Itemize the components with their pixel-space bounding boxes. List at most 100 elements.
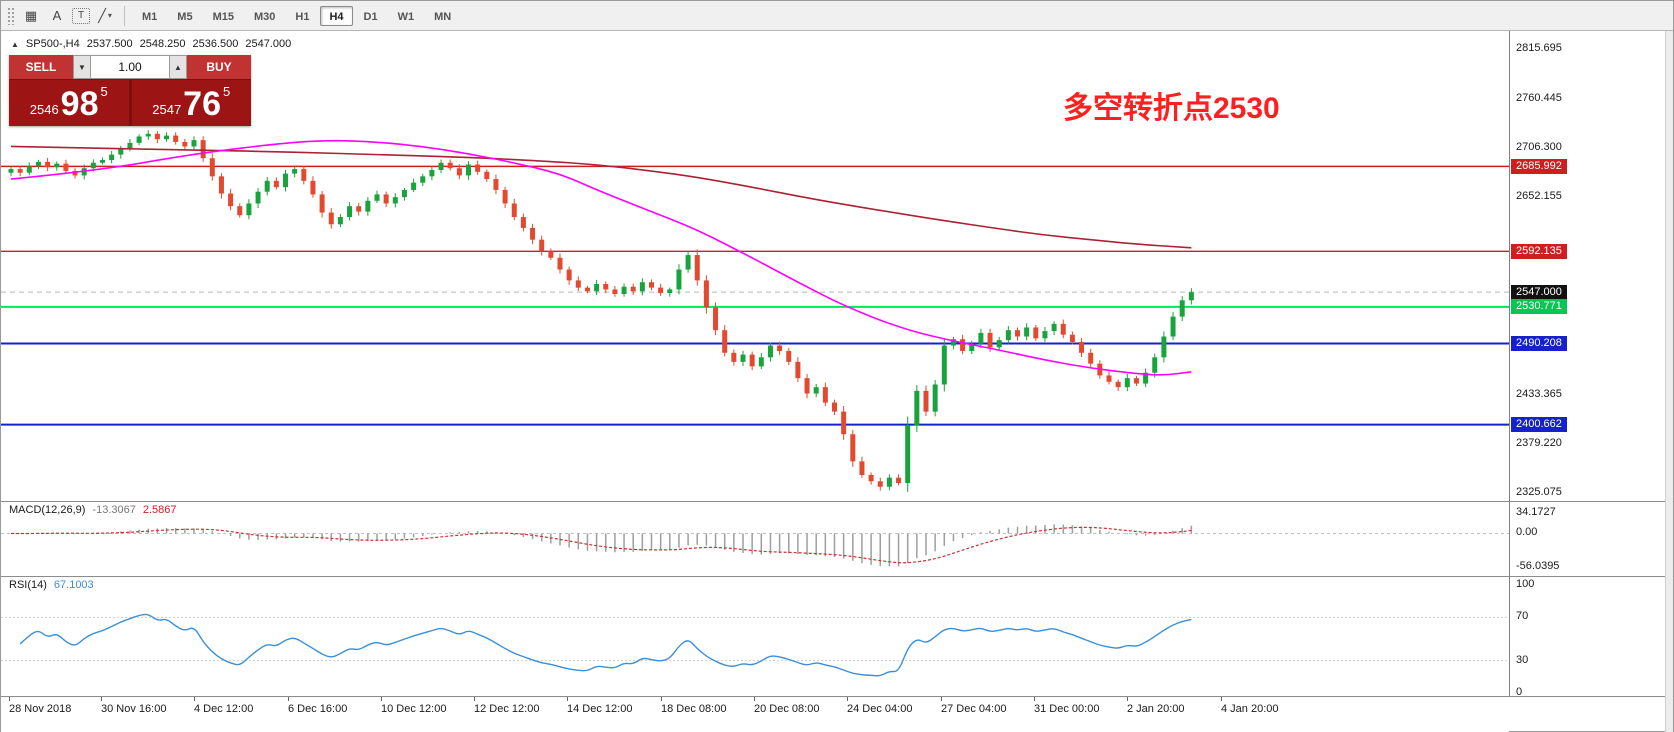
sell-price-big-digits: 98 xyxy=(60,85,99,123)
time-axis-tick xyxy=(288,697,289,701)
time-axis-tick xyxy=(661,697,662,701)
rsi-axis-label: 30 xyxy=(1516,653,1529,666)
textbox-icon[interactable]: T xyxy=(72,7,90,24)
buy-price-display[interactable]: 2547 76 5 xyxy=(131,80,251,126)
one-click-trading-panel: SELL ▼ 1.00 ▲ BUY 2546 98 5 2547 76 5 xyxy=(9,55,251,126)
time-axis-label: 20 Dec 08:00 xyxy=(754,703,820,715)
timeframe-m30[interactable]: M30 xyxy=(253,10,276,23)
time-axis-label: 30 Nov 16:00 xyxy=(101,703,167,715)
sell-price-display[interactable]: 2546 98 5 xyxy=(9,80,129,126)
panel-divider-rsi[interactable] xyxy=(1,576,1674,577)
price-axis-label: 2815.695 xyxy=(1516,42,1562,54)
templates-icon[interactable]: ▦ xyxy=(24,7,38,23)
time-axis-tick xyxy=(1034,697,1035,701)
timeframe-h4[interactable]: H4 xyxy=(320,5,353,26)
low-price: 2536.500 xyxy=(192,38,239,50)
macd-signal-value: 2.5867 xyxy=(142,504,177,516)
chevron-down-icon: ▾ xyxy=(107,11,112,20)
time-axis-tick xyxy=(847,697,848,701)
price-level-badge: 2490.208 xyxy=(1511,336,1567,352)
rsi-value: 67.1003 xyxy=(53,579,94,591)
sell-button[interactable]: SELL xyxy=(9,55,73,79)
price-level-badge: 2685.992 xyxy=(1511,158,1567,174)
price-axis-label: 2652.155 xyxy=(1516,190,1562,202)
price-level-badge: 2400.662 xyxy=(1511,417,1567,433)
volume-increase-button[interactable]: ▲ xyxy=(169,55,187,79)
chart-annotation-text: 多空转折点2530 xyxy=(1063,92,1280,125)
draw-tools-icon[interactable]: ╱ ▾ xyxy=(98,7,112,23)
chart-ohlc-header: ▲ SP500-,H4 2537.500 2548.250 2536.500 2… xyxy=(11,38,291,50)
time-axis-label: 12 Dec 12:00 xyxy=(474,703,540,715)
time-axis-tick xyxy=(754,697,755,701)
toolbar-separator xyxy=(124,5,125,26)
toolbar-grip[interactable] xyxy=(7,6,14,25)
timeframe-h1[interactable]: H1 xyxy=(295,10,310,23)
macd-main-value: -13.3067 xyxy=(92,504,136,516)
sell-price-superscript: 5 xyxy=(100,84,108,99)
timeframe-m15[interactable]: M15 xyxy=(212,10,234,23)
rsi-axis-label: 100 xyxy=(1516,578,1535,590)
timeframe-mn[interactable]: MN xyxy=(434,10,452,23)
price-level-badge: 2530.771 xyxy=(1511,299,1567,315)
time-axis-label: 27 Dec 04:00 xyxy=(941,703,1007,715)
time-axis-label: 28 Nov 2018 xyxy=(9,703,72,715)
time-axis-tick xyxy=(1221,697,1222,701)
timeframe-w1[interactable]: W1 xyxy=(397,10,415,23)
time-axis-label: 14 Dec 12:00 xyxy=(567,703,633,715)
timeframe-d1[interactable]: D1 xyxy=(363,10,378,23)
time-scale[interactable]: 28 Nov 2018 30 Nov 16:00 4 Dec 12:00 6 Dec … xyxy=(1,697,1509,732)
time-axis-tick xyxy=(381,697,382,701)
price-level-badge: 2547.000 xyxy=(1511,284,1567,300)
trade-prices-row: 2546 98 5 2547 76 5 xyxy=(9,79,251,126)
price-chart-canvas[interactable] xyxy=(1,31,1509,501)
symbol-and-timeframe: SP500-,H4 xyxy=(25,38,80,50)
time-axis-tick xyxy=(474,697,475,701)
chart-toolbar: ▦ A T ╱ ▾ M1 M5 M15 M30 H1 H4 D1 W1 MN xyxy=(1,1,1673,31)
drawing-tools-group: ▦ A T ╱ ▾ xyxy=(20,5,116,27)
time-axis-label: 6 Dec 16:00 xyxy=(288,703,348,715)
time-axis-label: 24 Dec 04:00 xyxy=(847,703,913,715)
time-axis-tick xyxy=(1127,697,1128,701)
volume-decrease-button[interactable]: ▼ xyxy=(73,55,91,79)
timeframe-m1[interactable]: M1 xyxy=(142,10,158,23)
price-axis-label: 2760.445 xyxy=(1516,92,1562,104)
time-axis-tick xyxy=(9,697,10,701)
buy-price-superscript: 5 xyxy=(223,84,231,99)
rsi-indicator-label: RSI(14) 67.1003 xyxy=(9,579,94,591)
time-axis-tick xyxy=(941,697,942,701)
macd-axis-label: 0.00 xyxy=(1516,526,1538,539)
volume-input[interactable]: 1.00 xyxy=(91,55,169,79)
price-axis-label: 2325.075 xyxy=(1516,486,1562,498)
macd-axis-label: 34.1727 xyxy=(1516,506,1556,518)
rsi-indicator-name: RSI(14) xyxy=(9,579,47,591)
price-axis-label: 2433.365 xyxy=(1516,388,1562,400)
macd-indicator-label: MACD(12,26,9) -13.3067 2.5867 xyxy=(9,504,177,516)
buy-price-big-digits: 76 xyxy=(183,85,221,123)
macd-indicator-canvas[interactable] xyxy=(1,502,1509,576)
time-axis-label: 18 Dec 08:00 xyxy=(661,703,727,715)
macd-indicator-name: MACD(12,26,9) xyxy=(9,504,86,516)
time-axis-label: 2 Jan 20:00 xyxy=(1127,703,1185,715)
time-axis-label: 31 Dec 00:00 xyxy=(1034,703,1100,715)
time-axis-label: 4 Jan 20:00 xyxy=(1221,703,1279,715)
macd-axis-label: -56.0395 xyxy=(1516,560,1560,572)
vertical-scrollbar[interactable] xyxy=(1665,31,1673,732)
time-axis-tick xyxy=(194,697,195,701)
buy-button[interactable]: BUY xyxy=(187,55,251,79)
price-axis-label: 2706.300 xyxy=(1516,141,1562,153)
rsi-axis-label: 70 xyxy=(1516,610,1529,623)
price-axis-label: 2379.220 xyxy=(1516,437,1562,449)
symbol-marker-icon: ▲ xyxy=(11,39,19,49)
price-level-badge: 2592.135 xyxy=(1511,243,1567,259)
time-axis-label: 4 Dec 12:00 xyxy=(194,703,254,715)
time-axis-tick xyxy=(101,697,102,701)
sell-price-prefix: 2546 xyxy=(29,102,59,117)
timeframe-toolbar: M1 M5 M15 M30 H1 H4 D1 W1 MN xyxy=(133,5,460,26)
rsi-indicator-canvas[interactable] xyxy=(1,577,1509,696)
timeframe-m5[interactable]: M5 xyxy=(177,10,193,23)
time-axis-label: 10 Dec 12:00 xyxy=(381,703,447,715)
text-label-icon[interactable]: A xyxy=(52,8,62,23)
price-scale[interactable]: 2815.695 2760.445 2706.300 2652.155 2433.365… xyxy=(1509,31,1667,698)
rsi-axis-label: 0 xyxy=(1516,686,1523,698)
panel-divider-macd[interactable] xyxy=(1,501,1674,502)
